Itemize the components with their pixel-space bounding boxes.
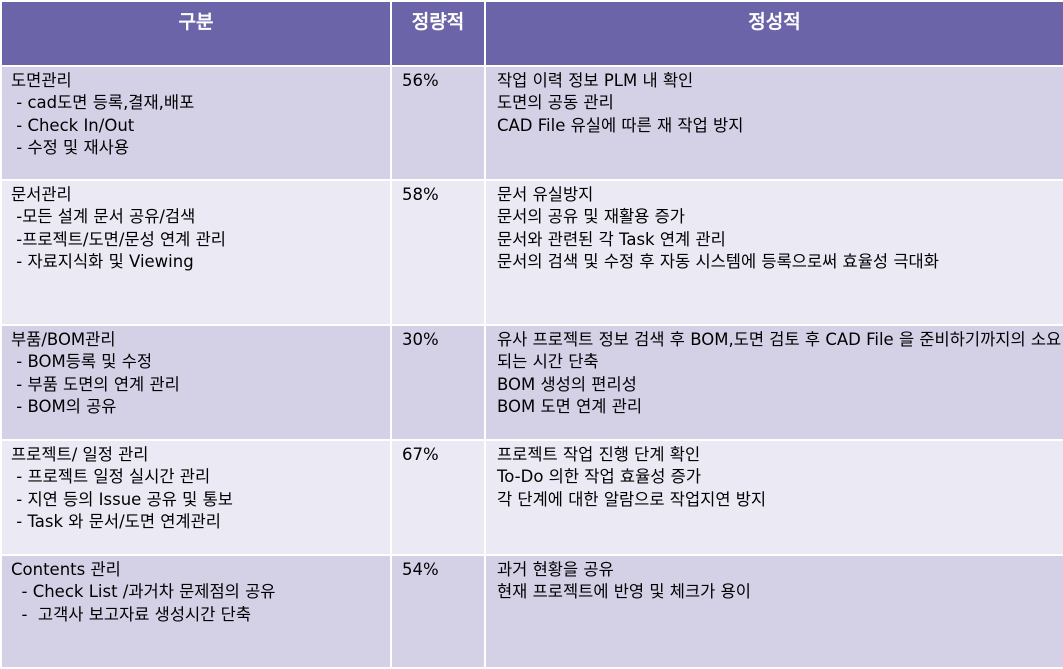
qualitative-line: To-Do 의한 작업 효율성 증가 — [497, 467, 702, 487]
qualitative-cell: 작업 이력 정보 PLM 내 확인 도면의 공동 관리 CAD File 유실에… — [484, 65, 1063, 181]
table-row: 도면관리 - cad도면 등록,결재,배포 - Check In/Out - 수… — [0, 65, 1063, 181]
category-item: - Check In/Out — [11, 115, 135, 135]
qualitative-cell: 유사 프로젝트 정보 검색 후 BOM,도면 검토 후 CAD File 을 준… — [484, 324, 1063, 441]
qualitative-line: 문서의 검색 및 수정 후 자동 시스템에 등록으로써 효율성 극대화 — [497, 251, 939, 271]
percent-cell: 56% — [390, 65, 486, 181]
table-row: Contents 관리 - Check List /과거차 문제점의 공유 - … — [0, 554, 1063, 669]
percent-cell: 54% — [390, 554, 486, 669]
category-item: - 수정 및 재사용 — [11, 137, 130, 157]
qualitative-line: 유사 프로젝트 정보 검색 후 BOM,도면 검토 후 CAD File 을 준… — [497, 330, 1062, 372]
qualitative-line: BOM 생성의 편리성 — [497, 374, 637, 394]
category-title: 부품/BOM관리 — [11, 330, 116, 349]
category-item: - 부품 도면의 연계 관리 — [11, 374, 180, 394]
header-qualitative: 정성적 — [484, 0, 1063, 67]
table-row: 문서관리 -모든 설계 문서 공유/검색 -프로젝트/도면/문성 연계 관리 -… — [0, 179, 1063, 326]
qualitative-line: 문서의 공유 및 재활용 증가 — [497, 207, 685, 227]
qualitative-line: 작업 이력 정보 PLM 내 확인 — [497, 71, 694, 90]
qualitative-line: BOM 도면 연계 관리 — [497, 396, 643, 416]
header-row: 구분 정량적 정성적 — [0, 0, 1063, 67]
percent-cell: 67% — [390, 439, 486, 556]
qualitative-line: 각 단계에 대한 알람으로 작업지연 방지 — [497, 489, 767, 509]
percent-cell: 58% — [390, 179, 486, 326]
category-item: - BOM등록 및 수정 — [11, 352, 153, 372]
header-category: 구분 — [0, 0, 392, 67]
category-item: - 지연 등의 Issue 공유 및 통보 — [11, 489, 233, 509]
qualitative-line: 문서 유실방지 — [497, 185, 594, 204]
category-item: - BOM의 공유 — [11, 396, 117, 416]
category-item: - 프로젝트 일정 실시간 관리 — [11, 467, 211, 487]
qualitative-cell: 문서 유실방지 문서의 공유 및 재활용 증가 문서와 관련된 각 Task 연… — [484, 179, 1063, 326]
qualitative-cell: 과거 현황을 공유 현재 프로젝트에 반영 및 체크가 용이 — [484, 554, 1063, 669]
category-title: 문서관리 — [11, 185, 72, 204]
table-row: 프로젝트/ 일정 관리 - 프로젝트 일정 실시간 관리 - 지연 등의 Iss… — [0, 439, 1063, 556]
qualitative-line: 도면의 공동 관리 — [497, 93, 614, 113]
percent-cell: 30% — [390, 324, 486, 441]
qualitative-line: 현재 프로젝트에 반영 및 체크가 용이 — [497, 582, 751, 602]
category-cell: Contents 관리 - Check List /과거차 문제점의 공유 - … — [0, 554, 392, 669]
category-item: - cad도면 등록,결재,배포 — [11, 93, 195, 113]
qualitative-line: 과거 현황을 공유 — [497, 560, 614, 579]
category-item: - 자료지식화 및 Viewing — [11, 251, 194, 271]
category-title: 도면관리 — [11, 71, 72, 90]
table-row: 부품/BOM관리 - BOM등록 및 수정 - 부품 도면의 연계 관리 - B… — [0, 324, 1063, 441]
category-cell: 프로젝트/ 일정 관리 - 프로젝트 일정 실시간 관리 - 지연 등의 Iss… — [0, 439, 392, 556]
category-cell: 부품/BOM관리 - BOM등록 및 수정 - 부품 도면의 연계 관리 - B… — [0, 324, 392, 441]
category-item: -모든 설계 문서 공유/검색 — [11, 207, 196, 227]
category-item: - 고객사 보고자료 생성시간 단축 — [11, 604, 252, 624]
qualitative-cell: 프로젝트 작업 진행 단계 확인 To-Do 의한 작업 효율성 증가 각 단계… — [484, 439, 1063, 556]
qualitative-line: 프로젝트 작업 진행 단계 확인 — [497, 445, 701, 464]
category-item: - Check List /과거차 문제점의 공유 — [11, 582, 276, 602]
qualitative-line: CAD File 유실에 따른 재 작업 방지 — [497, 115, 744, 135]
category-title: Contents 관리 — [11, 560, 121, 579]
qualitative-line: 문서와 관련된 각 Task 연계 관리 — [497, 229, 726, 249]
category-cell: 도면관리 - cad도면 등록,결재,배포 - Check In/Out - 수… — [0, 65, 392, 181]
header-quantitative: 정량적 — [390, 0, 486, 67]
category-item: -프로젝트/도면/문성 연계 관리 — [11, 229, 226, 249]
category-cell: 문서관리 -모든 설계 문서 공유/검색 -프로젝트/도면/문성 연계 관리 -… — [0, 179, 392, 326]
category-title: 프로젝트/ 일정 관리 — [11, 445, 149, 464]
category-item: - Task 와 문서/도면 연계관리 — [11, 511, 221, 531]
